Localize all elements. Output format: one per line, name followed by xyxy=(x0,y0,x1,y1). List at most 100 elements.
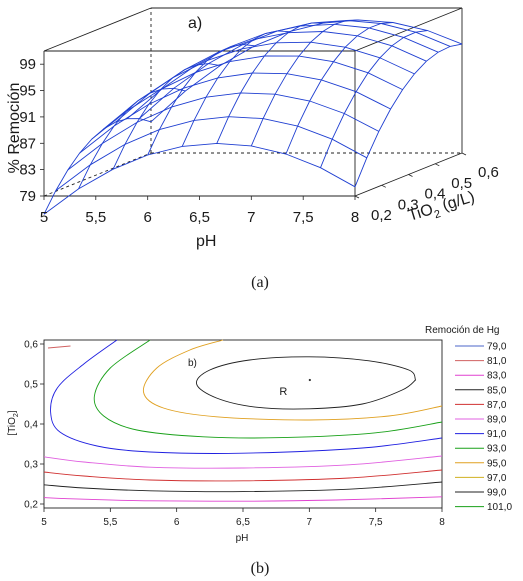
surface-grid-line xyxy=(55,116,368,191)
y-tick-mark-a xyxy=(408,174,413,177)
legend-label: 85,0 xyxy=(487,385,507,396)
y-axis-label-a-main: TiO xyxy=(406,201,435,225)
legend-label: 99,0 xyxy=(487,488,507,499)
caption-a: (a) xyxy=(251,274,269,291)
y-axis-label-b-main: [TiO xyxy=(7,417,18,436)
y-tick-label-a: 0,2 xyxy=(371,207,392,224)
x-tick-label-a: 8 xyxy=(351,209,359,226)
surface-grid-line xyxy=(126,23,439,120)
legend-title: Remoción de Hg xyxy=(425,325,499,336)
surface-grid-line xyxy=(250,19,359,147)
surface-grid-line xyxy=(285,22,393,155)
legend-label: 81,0 xyxy=(487,356,507,367)
panel-a-label: a) xyxy=(188,15,202,32)
y-tick-label-b: 0,5 xyxy=(24,380,38,391)
y-tick-mark-a xyxy=(381,184,386,188)
contour-legend: 79,0 81,0 83,0 85,0 87,0 89,0 91,0 93,0 95,0 97,0… xyxy=(455,342,512,513)
z-tick-label: 83 xyxy=(19,162,36,179)
x-tick-label-b: 7 xyxy=(307,517,313,528)
contour-line-87 xyxy=(43,469,443,482)
surface-grid-line xyxy=(67,92,380,171)
x-tick-label-b: 5 xyxy=(41,517,47,528)
y-tick-mark-a xyxy=(354,195,360,199)
y-tick-label-b: 0,4 xyxy=(24,420,38,431)
legend-label: 79,0 xyxy=(487,342,507,353)
surface-grid-line xyxy=(43,142,356,215)
contour-line-85 xyxy=(43,481,443,493)
y-axis-label-b-sub: 2 xyxy=(13,413,20,417)
x-tick-label-b: 7,5 xyxy=(369,517,383,528)
x-tick-label-a: 5,5 xyxy=(85,209,106,226)
legend-label: 101,0 xyxy=(487,502,512,513)
x-axis-label-a: pH xyxy=(196,233,216,250)
x-tick-label-a: 6,5 xyxy=(189,209,210,226)
y-tick-label-a: 0,4 xyxy=(425,186,446,203)
y-axis-label-a-sub: 2 xyxy=(433,208,442,221)
surface-grid-line xyxy=(91,55,403,140)
x-tick-label-a: 7,5 xyxy=(293,209,314,226)
surface-grid-line xyxy=(138,19,451,119)
surface-grid-line xyxy=(320,30,428,168)
surface-axis-ticks: 5 5,5 6 6,5 7 7,5 8 79 83 87 91 95 99 0,2 0,3 0,4 0,5 0,6 xyxy=(19,56,499,226)
legend-label: 89,0 xyxy=(487,415,507,426)
surface-grid-line xyxy=(147,44,255,156)
z-tick-label: 95 xyxy=(19,83,36,100)
z-tick-label: 99 xyxy=(19,56,36,73)
legend-label: 95,0 xyxy=(487,458,507,469)
y-axis-label-b: [TiO2] xyxy=(7,410,20,435)
x-tick-label-a: 5 xyxy=(40,209,48,226)
x-tick-label-b: 5,5 xyxy=(103,517,117,528)
contour-line-83 xyxy=(43,496,443,502)
legend-label: 83,0 xyxy=(487,371,507,382)
contour-line-95 xyxy=(142,339,443,421)
y-tick-label-b: 0,6 xyxy=(24,340,38,351)
z-axis-label: % Remoción xyxy=(6,83,23,174)
y-tick-label-a: 0,5 xyxy=(451,175,472,192)
surface-grid-line xyxy=(43,118,152,215)
surface-grid-line xyxy=(112,63,221,170)
box-edge xyxy=(43,152,152,197)
x-axis-label-b: pH xyxy=(236,533,249,544)
contour-lines xyxy=(43,339,443,502)
optimum-label: R xyxy=(279,386,287,398)
z-tick-label: 91 xyxy=(19,109,36,126)
x-tick-label-b: 8 xyxy=(439,517,445,528)
y-tick-label-b: 0,3 xyxy=(24,460,38,471)
response-surface xyxy=(43,19,463,215)
y-tick-mark-a xyxy=(461,152,467,156)
x-tick-label-b: 6,5 xyxy=(236,517,250,528)
surface-grid-line xyxy=(150,19,463,123)
x-tick-label-a: 7 xyxy=(247,209,255,226)
contour-axis-ticks: 5 5,5 6 6,5 7 7,5 8 0,2 0,3 0,4 0,5 0,6 xyxy=(24,340,445,529)
legend-label: 97,0 xyxy=(487,473,507,484)
surface-plot-panel: 5 5,5 6 6,5 7 7,5 8 79 83 87 91 95 99 0,2 0,3 0,4 0,5 0,6… xyxy=(6,7,499,291)
optimum-point xyxy=(308,378,311,382)
contour-plot-panel: 5 5,5 6 6,5 7 7,5 8 0,2 0,3 0,4 0,5 0,6 b) R pH [Ti… xyxy=(7,325,512,577)
surface-grid-line xyxy=(103,41,415,130)
contour-plot-frame xyxy=(43,339,443,509)
y-tick-mark-a xyxy=(435,163,440,167)
contour-line-89 xyxy=(43,455,443,469)
y-tick-label-a: 0,3 xyxy=(398,196,419,213)
y-tick-label-b: 0,2 xyxy=(24,500,38,511)
y-axis-label-b-tail: ] xyxy=(7,410,18,413)
surface-grid-line xyxy=(78,87,186,190)
contour-line-93 xyxy=(93,339,443,439)
surface-grid-line xyxy=(181,30,290,147)
legend-label: 91,0 xyxy=(487,429,507,440)
panel-b-label: b) xyxy=(188,358,197,369)
contour-line-91 xyxy=(50,339,443,454)
legend-label: 87,0 xyxy=(487,400,507,411)
contour-line-81 xyxy=(47,345,71,349)
x-tick-label-b: 6 xyxy=(174,517,180,528)
caption-b: (b) xyxy=(251,560,270,577)
legend-label: 93,0 xyxy=(487,444,507,455)
box-edge xyxy=(43,7,152,52)
surface-grid-line xyxy=(216,22,324,144)
contour-line-99 xyxy=(196,356,417,410)
x-tick-label-a: 6 xyxy=(144,209,152,226)
surface-grid-line xyxy=(115,31,427,123)
z-tick-label: 87 xyxy=(19,135,36,152)
y-tick-label-a: 0,6 xyxy=(478,164,499,181)
